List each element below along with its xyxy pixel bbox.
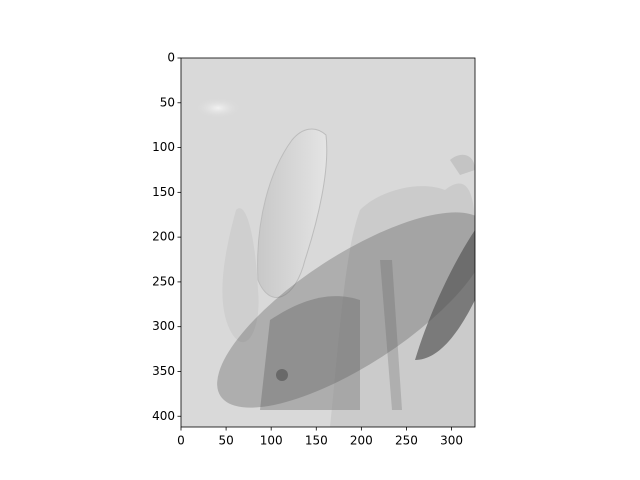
y-tick-label: 400 [152, 409, 175, 423]
x-tick-label: 200 [350, 434, 373, 448]
axes-frame [180, 57, 476, 428]
x-tick-label: 300 [440, 434, 463, 448]
y-tick-label: 300 [152, 319, 175, 333]
y-tick-label: 150 [152, 185, 175, 199]
x-tick-label: 50 [218, 434, 233, 448]
image [181, 58, 475, 427]
x-tick-label: 250 [395, 434, 418, 448]
x-tick-label: 0 [177, 434, 185, 448]
y-tick-label: 100 [152, 140, 175, 154]
overlay-ellipse [217, 212, 475, 408]
x-tick-label: 150 [305, 434, 328, 448]
y-tick-label: 0 [167, 51, 175, 65]
x-tick-label: 100 [260, 434, 283, 448]
y-tick-label: 50 [160, 95, 175, 109]
y-tick-label: 250 [152, 274, 175, 288]
y-tick-label: 200 [152, 230, 175, 244]
y-tick-label: 350 [152, 364, 175, 378]
